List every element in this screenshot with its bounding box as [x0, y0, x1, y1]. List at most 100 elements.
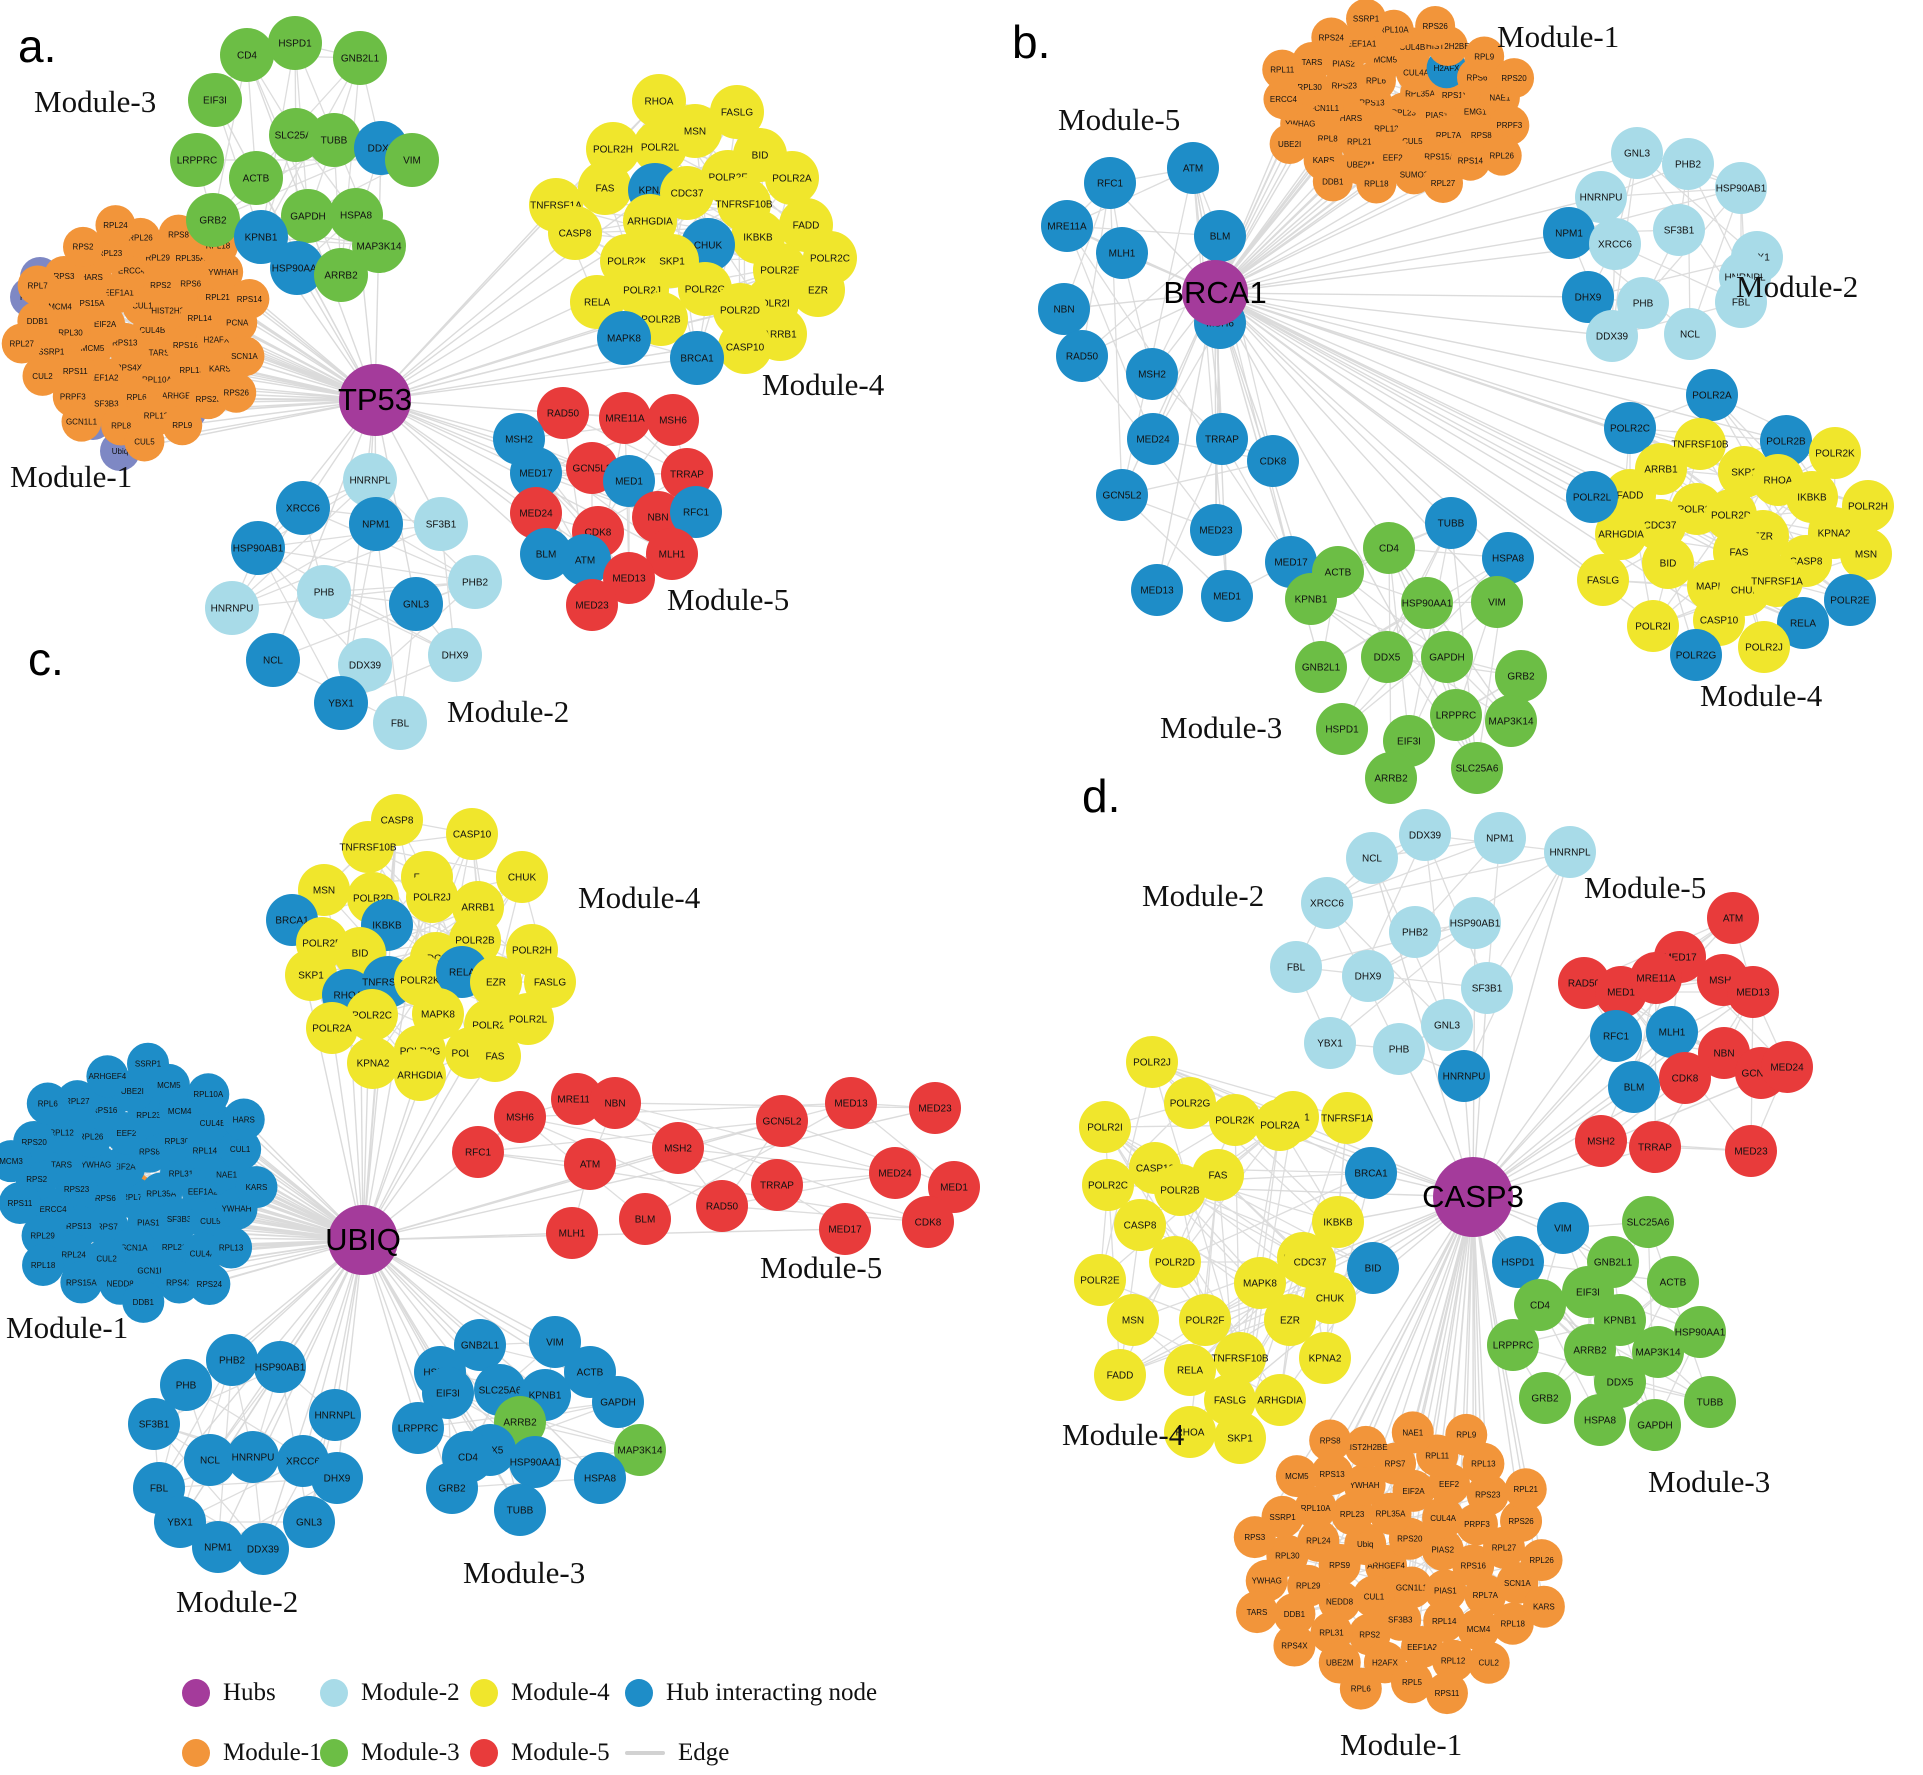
node-PHB2[interactable] — [1662, 138, 1714, 190]
node-RPL9[interactable] — [1464, 36, 1505, 77]
node-HNRNPU[interactable] — [205, 581, 259, 635]
node-CHUK[interactable] — [496, 851, 548, 903]
node-DDX39[interactable] — [1399, 809, 1451, 861]
node-LRPPRC[interactable] — [1430, 689, 1482, 741]
node-RPL27[interactable] — [1423, 162, 1464, 203]
node-BLM[interactable] — [1194, 210, 1246, 262]
node-RPL18[interactable] — [22, 1244, 65, 1287]
node-CUL2[interactable] — [22, 355, 63, 396]
node-RFC1[interactable] — [1084, 157, 1136, 209]
node-RPL18[interactable] — [1356, 163, 1397, 204]
node-PHB2[interactable] — [1389, 906, 1441, 958]
node-VIM[interactable] — [1537, 1202, 1589, 1254]
node-GCN5L2[interactable] — [756, 1095, 808, 1147]
node-CUL2[interactable] — [1467, 1641, 1510, 1684]
node-LRPPRC[interactable] — [1487, 1319, 1539, 1371]
node-GNB2L1[interactable] — [333, 31, 387, 85]
node-MAPK8[interactable] — [597, 311, 651, 365]
node-HSPA8[interactable] — [1574, 1394, 1626, 1446]
node-HSPA8[interactable] — [574, 1452, 626, 1504]
node-RPS11[interactable] — [0, 1181, 41, 1224]
node-POLR2J[interactable] — [1738, 621, 1790, 673]
node-TRRAP[interactable] — [751, 1159, 803, 1211]
node-POLR2G[interactable] — [1164, 1077, 1216, 1129]
node-TNFRSF1A[interactable] — [1751, 555, 1803, 607]
node-KPNA2[interactable] — [347, 1037, 399, 1089]
node-MED1[interactable] — [603, 455, 655, 507]
node-RPS11[interactable] — [1425, 1672, 1468, 1715]
node-HNRNPL[interactable] — [309, 1389, 361, 1441]
node-HSP90AB1[interactable] — [1449, 897, 1501, 949]
node-NBN[interactable] — [1038, 283, 1090, 335]
node-POLR2E[interactable] — [1074, 1254, 1126, 1306]
node-MED13[interactable] — [1131, 564, 1183, 616]
node-FAS[interactable] — [578, 161, 632, 215]
node-XRCC6[interactable] — [1589, 218, 1641, 270]
node-DDX39[interactable] — [1586, 310, 1638, 362]
node-SF3B1[interactable] — [1653, 204, 1705, 256]
node-RPL7A[interactable] — [1464, 1574, 1507, 1617]
node-RPL6[interactable] — [1339, 1667, 1382, 1710]
node-HIST2H2BE[interactable] — [1344, 1425, 1387, 1468]
node-NPM1[interactable] — [1474, 812, 1526, 864]
node-RHOA[interactable] — [632, 74, 686, 128]
node-RPS4X[interactable] — [158, 1261, 201, 1304]
node-MED23[interactable] — [566, 579, 618, 631]
node-GAPDH[interactable] — [281, 189, 335, 243]
node-FBL[interactable] — [373, 696, 427, 750]
node-NCL[interactable] — [184, 1434, 236, 1486]
node-MCM3[interactable] — [0, 1140, 33, 1183]
node-HSP90AB1[interactable] — [1715, 162, 1767, 214]
node-HSP90AA1[interactable] — [1674, 1306, 1726, 1358]
node-POLR2B[interactable] — [1760, 415, 1812, 467]
node-POLR2L[interactable] — [633, 120, 687, 174]
node-MLH1[interactable] — [646, 528, 698, 580]
node-MED23[interactable] — [1725, 1125, 1777, 1177]
node-SSRP1[interactable] — [1346, 0, 1387, 39]
node-MSH2[interactable] — [1575, 1115, 1627, 1167]
node-RPS24[interactable] — [1311, 17, 1352, 58]
node-YBX1[interactable] — [1304, 1017, 1356, 1069]
node-KARS[interactable] — [235, 1166, 278, 1209]
node-TARS[interactable] — [1236, 1591, 1279, 1634]
node-TNFRSF10B[interactable] — [342, 821, 394, 873]
node-DHX9[interactable] — [1562, 271, 1614, 323]
node-MSH2[interactable] — [1126, 348, 1178, 400]
node-POLR2B[interactable] — [1154, 1164, 1206, 1216]
node-LRPPRC[interactable] — [392, 1402, 444, 1454]
node-HNRNPL[interactable] — [343, 453, 397, 507]
node-GAPDH[interactable] — [1421, 631, 1473, 683]
node-MRE11A[interactable] — [551, 1073, 603, 1125]
node-FBL[interactable] — [1715, 276, 1767, 328]
node-MED23[interactable] — [909, 1082, 961, 1134]
node-RFC1[interactable] — [1590, 1010, 1642, 1062]
node-BLM[interactable] — [1608, 1061, 1660, 1113]
node-HSP90AA1[interactable] — [270, 241, 324, 295]
node-MSH2[interactable] — [652, 1122, 704, 1174]
node-ARHGEF4[interactable] — [86, 1055, 129, 1098]
node-TUBB[interactable] — [494, 1484, 546, 1536]
node-FBL[interactable] — [1270, 941, 1322, 993]
node-RAD50[interactable] — [537, 387, 589, 439]
node-MED23[interactable] — [1190, 504, 1242, 556]
node-HNRNPU[interactable] — [1438, 1050, 1490, 1102]
node-MAP3K14[interactable] — [614, 1424, 666, 1476]
node-MCM4[interactable] — [1457, 1608, 1500, 1651]
node-RPL10A[interactable] — [187, 1073, 230, 1116]
node-CD4[interactable] — [220, 28, 274, 82]
node-CDK8[interactable] — [902, 1196, 954, 1248]
node-ACTB[interactable] — [1647, 1256, 1699, 1308]
node-DHX9[interactable] — [428, 628, 482, 682]
node-RPL6[interactable] — [26, 1082, 69, 1125]
node-NBN[interactable] — [589, 1077, 641, 1129]
node-POLR2I[interactable] — [1627, 600, 1679, 652]
node-RPS15A[interactable] — [60, 1261, 103, 1304]
node-KARS[interactable] — [1522, 1585, 1565, 1628]
node-TUBB[interactable] — [307, 113, 361, 167]
node-ATM[interactable] — [564, 1138, 616, 1190]
node-ACTB[interactable] — [229, 151, 283, 205]
node-ARRB2[interactable] — [1365, 752, 1417, 804]
node-CHUK[interactable] — [1304, 1272, 1356, 1324]
node-FASLG[interactable] — [1577, 554, 1629, 606]
node-HSPD1[interactable] — [268, 16, 322, 70]
